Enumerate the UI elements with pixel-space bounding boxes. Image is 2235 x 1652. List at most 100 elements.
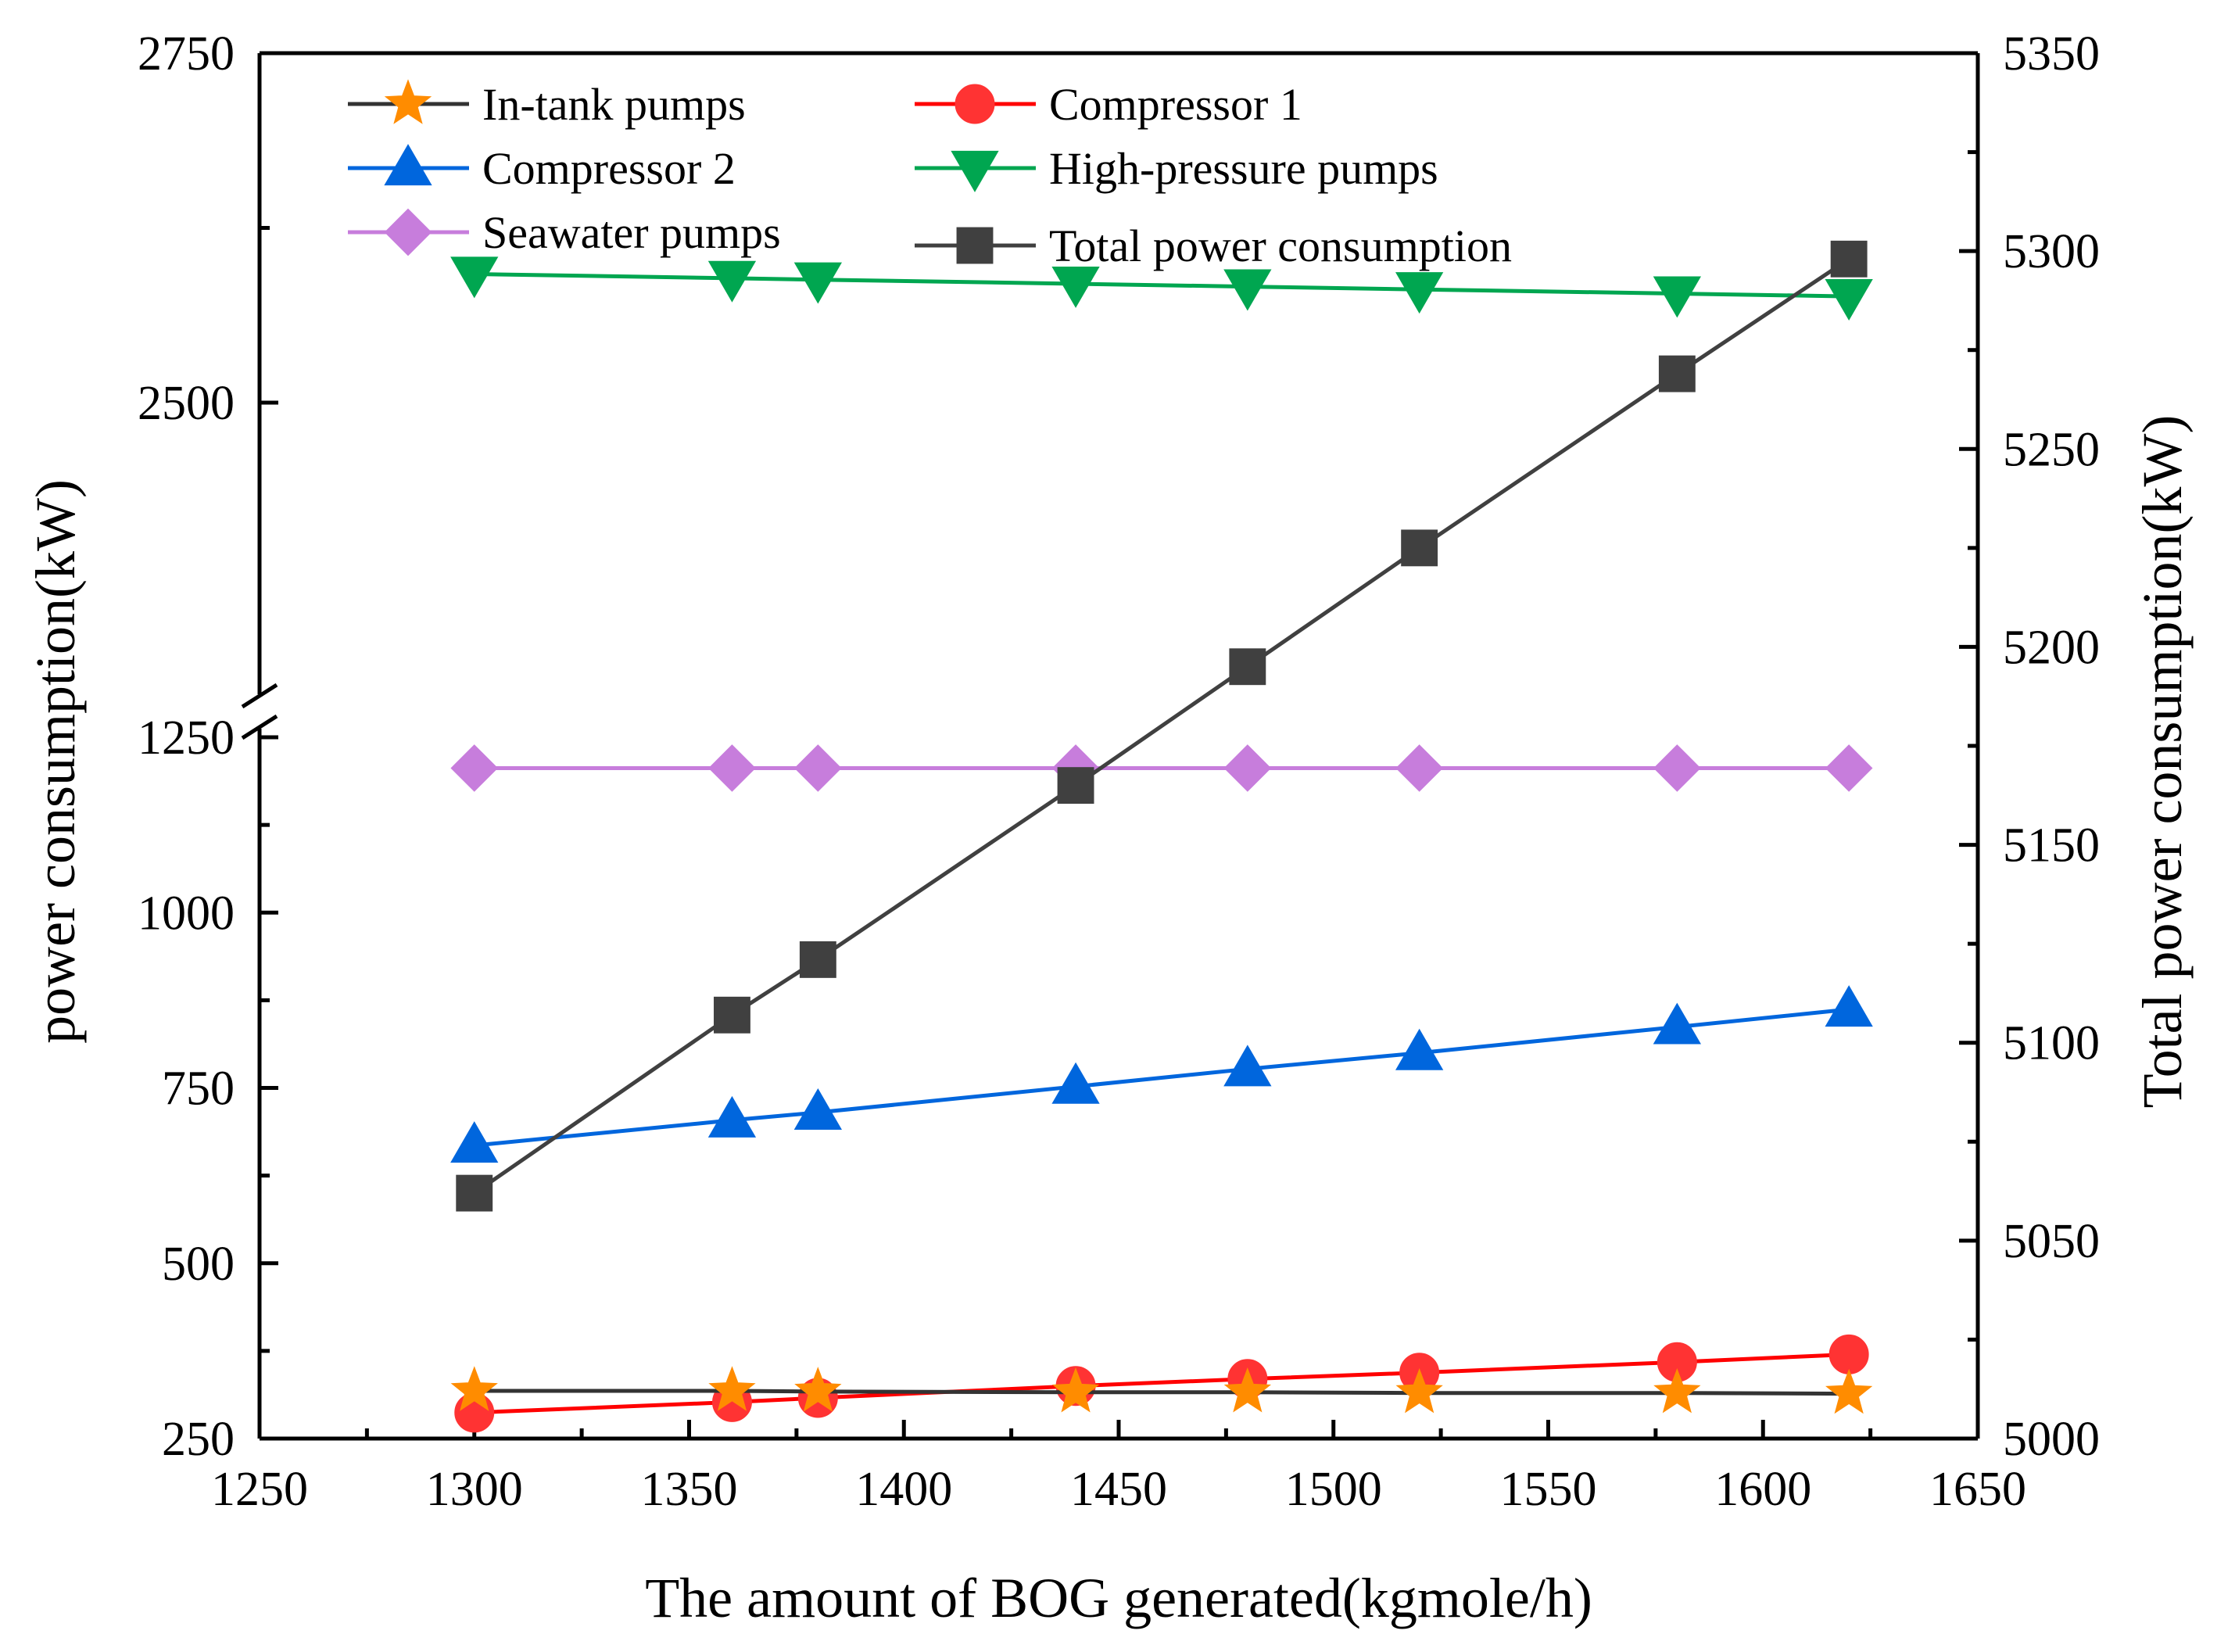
x-tick-label: 1500 bbox=[1285, 1463, 1382, 1516]
right-y-tick-label: 5350 bbox=[2003, 27, 2100, 81]
legend-label: High-pressure pumps bbox=[1049, 143, 1438, 194]
left-y-axis-title: power consumption(kW) bbox=[24, 479, 87, 1044]
data-point-total-power-consumption bbox=[714, 996, 750, 1034]
left-y-tick-label: 2500 bbox=[138, 377, 235, 430]
series-line-high-pressure-pumps bbox=[474, 272, 1850, 299]
legend-label: In-tank pumps bbox=[482, 79, 746, 130]
data-point-seawater-pumps bbox=[1395, 744, 1443, 792]
x-tick-label: 1600 bbox=[1714, 1463, 1811, 1516]
data-point-high-pressure-pumps bbox=[707, 260, 757, 303]
series-line-compressor-2 bbox=[474, 1007, 1850, 1148]
left-y-tick-label: 1000 bbox=[138, 887, 235, 940]
x-tick-label: 1450 bbox=[1070, 1463, 1167, 1516]
right-y-tick-label: 5300 bbox=[2003, 225, 2100, 278]
data-point-high-pressure-pumps bbox=[450, 256, 499, 299]
data-point-in-tank-pumps bbox=[1051, 1367, 1100, 1413]
legend-label: Seawater pumps bbox=[482, 207, 781, 258]
x-tick-label: 1250 bbox=[211, 1463, 308, 1516]
left-y-tick-label: 500 bbox=[162, 1238, 235, 1291]
data-point-compressor-2 bbox=[1395, 1028, 1444, 1070]
right-y-tick-label: 5200 bbox=[2003, 621, 2100, 674]
data-point-total-power-consumption bbox=[1229, 648, 1266, 686]
x-tick-label: 1550 bbox=[1500, 1463, 1597, 1516]
series-line-compressor-1 bbox=[474, 1352, 1850, 1415]
legend-item-seawater-pumps: Seawater pumps bbox=[348, 207, 781, 258]
data-point-compressor-2 bbox=[1825, 985, 1873, 1027]
x-tick-label: 1350 bbox=[641, 1463, 738, 1516]
right-y-tick-label: 5250 bbox=[2003, 423, 2100, 476]
data-point-seawater-pumps bbox=[1223, 744, 1272, 792]
data-point-compressor-2 bbox=[793, 1088, 842, 1130]
series-compressor-1 bbox=[454, 1334, 1869, 1433]
data-point-in-tank-pumps bbox=[794, 1367, 842, 1412]
legend-item-total-power-consumption: Total power consumption bbox=[915, 220, 1512, 271]
data-point-seawater-pumps bbox=[794, 744, 842, 792]
data-point-compressor-2 bbox=[1051, 1062, 1100, 1104]
legend-item-in-tank-pumps: In-tank pumps bbox=[348, 79, 746, 130]
legend: In-tank pumps Compressor 1 Compressor 2 Hig… bbox=[348, 79, 1512, 271]
data-point-in-tank-pumps bbox=[708, 1366, 756, 1411]
legend-item-high-pressure-pumps: High-pressure pumps bbox=[915, 143, 1438, 194]
series-in-tank-pumps bbox=[450, 1366, 1873, 1414]
data-point-high-pressure-pumps bbox=[1223, 269, 1272, 311]
legend-label: Compressor 2 bbox=[482, 143, 736, 194]
legend-marker-high-pressure-pumps bbox=[951, 150, 999, 192]
series-compressor-2 bbox=[450, 985, 1873, 1163]
x-tick-label: 1300 bbox=[426, 1463, 523, 1516]
x-tick-label: 1400 bbox=[855, 1463, 952, 1516]
legend-marker-compressor-2 bbox=[384, 144, 432, 186]
data-point-high-pressure-pumps bbox=[793, 262, 842, 304]
data-point-in-tank-pumps bbox=[450, 1366, 498, 1411]
right-y-tick-label: 5000 bbox=[2003, 1413, 2100, 1466]
legend-label: Compressor 1 bbox=[1049, 79, 1302, 130]
data-point-seawater-pumps bbox=[1825, 744, 1873, 792]
legend-marker-in-tank-pumps bbox=[384, 79, 432, 124]
left-y-tick-label: 750 bbox=[162, 1063, 235, 1116]
data-point-compressor-2 bbox=[1223, 1045, 1272, 1087]
data-point-total-power-consumption bbox=[1057, 767, 1094, 804]
data-point-in-tank-pumps bbox=[1223, 1367, 1271, 1413]
data-point-total-power-consumption bbox=[456, 1174, 493, 1212]
right-y-tick-label: 5100 bbox=[2003, 1017, 2100, 1070]
right-y-tick-label: 5050 bbox=[2003, 1215, 2100, 1268]
left-y-tick-label: 250 bbox=[162, 1413, 235, 1466]
data-point-total-power-consumption bbox=[799, 941, 836, 978]
legend-marker-total-power-consumption bbox=[956, 227, 994, 264]
series-seawater-pumps bbox=[450, 744, 1873, 792]
legend-marker-seawater-pumps bbox=[384, 208, 432, 256]
series-high-pressure-pumps bbox=[450, 256, 1873, 321]
left-y-tick-label: 1250 bbox=[138, 711, 235, 765]
legend-label: Total power consumption bbox=[1049, 220, 1512, 271]
x-tick-label: 1650 bbox=[1929, 1463, 2026, 1516]
data-point-compressor-2 bbox=[1653, 1002, 1701, 1045]
series-total-power-consumption bbox=[456, 240, 1868, 1212]
left-y-tick-label: 2750 bbox=[138, 27, 235, 81]
data-point-total-power-consumption bbox=[1401, 529, 1438, 567]
data-point-seawater-pumps bbox=[450, 744, 499, 792]
right-y-axis-title: Total power consumption(kW) bbox=[2131, 415, 2194, 1109]
axis-break-mark bbox=[241, 714, 278, 740]
x-axis-title: The amount of BOG generated(kgmole/h) bbox=[645, 1567, 1592, 1629]
right-y-tick-label: 5150 bbox=[2003, 819, 2100, 873]
data-point-compressor-2 bbox=[707, 1095, 757, 1138]
data-point-in-tank-pumps bbox=[1825, 1368, 1873, 1414]
series-line-in-tank-pumps bbox=[474, 1389, 1850, 1396]
data-point-seawater-pumps bbox=[1653, 744, 1701, 792]
axes: 1250 1300 1350 1400 1450 1500 1550 1600 1650 250 5… bbox=[138, 27, 2100, 1516]
data-point-in-tank-pumps bbox=[1653, 1367, 1701, 1414]
series-layer bbox=[450, 240, 1873, 1433]
data-point-in-tank-pumps bbox=[1395, 1367, 1443, 1414]
data-point-seawater-pumps bbox=[708, 744, 756, 792]
legend-item-compressor-2: Compressor 2 bbox=[348, 143, 736, 194]
data-point-high-pressure-pumps bbox=[1825, 279, 1873, 321]
data-point-compressor-1 bbox=[1828, 1334, 1869, 1374]
data-point-total-power-consumption bbox=[1658, 355, 1696, 392]
legend-item-compressor-1: Compressor 1 bbox=[915, 79, 1302, 130]
legend-marker-compressor-1 bbox=[955, 84, 995, 124]
axis-break-mark bbox=[241, 683, 278, 709]
data-point-compressor-2 bbox=[450, 1121, 499, 1163]
data-point-high-pressure-pumps bbox=[1653, 276, 1701, 318]
data-point-high-pressure-pumps bbox=[1051, 266, 1100, 308]
data-point-total-power-consumption bbox=[1830, 240, 1868, 278]
